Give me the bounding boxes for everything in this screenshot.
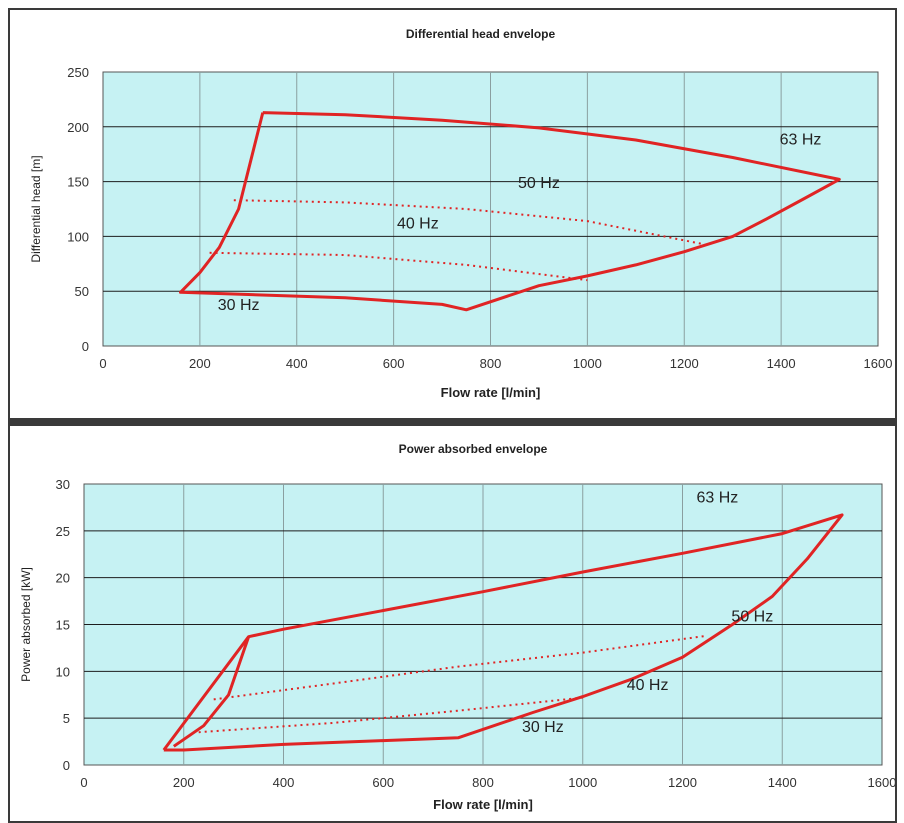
head-chart-group: 0 200 400 600 800 1000 1200 1400 1600 0 50 100 150 20… bbox=[29, 27, 892, 400]
power-x-tick-label: 1200 bbox=[668, 775, 697, 790]
head-x-tick-label: 800 bbox=[480, 356, 502, 371]
head-frequency-label: 40 Hz bbox=[397, 216, 439, 233]
power-x-tick-label: 1600 bbox=[868, 775, 897, 790]
head-x-tick-label: 1600 bbox=[864, 356, 893, 371]
power-x-tick-label: 400 bbox=[273, 775, 295, 790]
power-frequency-label: 30 Hz bbox=[522, 719, 564, 736]
power-y-tick-label: 20 bbox=[56, 571, 70, 586]
power-y-tick-label: 5 bbox=[63, 711, 70, 726]
power-frequency-label: 50 Hz bbox=[731, 609, 773, 626]
top-panel-frame bbox=[8, 8, 897, 420]
head-y-tick-label: 100 bbox=[67, 229, 89, 244]
power-chart-group: 0 200 400 600 800 1000 1200 1400 1600 0 5 10 15 20 25 3… bbox=[19, 442, 896, 812]
head-y-tick-label: 200 bbox=[67, 120, 89, 135]
head-x-tick-label: 1000 bbox=[573, 356, 602, 371]
head-dotted-curve-2 bbox=[209, 251, 588, 282]
power-envelope-line-0 bbox=[162, 513, 844, 752]
head-frequency-label: 30 Hz bbox=[218, 297, 260, 314]
head-x-tick-label: 200 bbox=[189, 356, 211, 371]
head-frequency-label: 50 Hz bbox=[518, 175, 560, 192]
power-frequency-label: 63 Hz bbox=[697, 490, 739, 507]
bottom-panel-frame bbox=[8, 424, 897, 823]
power-y-tick-label: 30 bbox=[56, 477, 70, 492]
head-x-axis-label: Flow rate [l/min] bbox=[441, 385, 541, 400]
power-x-tick-label: 200 bbox=[173, 775, 195, 790]
power-x-tick-label: 1400 bbox=[768, 775, 797, 790]
power-x-tick-label: 0 bbox=[80, 775, 87, 790]
power-x-tick-label: 1000 bbox=[568, 775, 597, 790]
head-envelope-line-0 bbox=[179, 111, 841, 312]
power-chart-title: Power absorbed envelope bbox=[399, 442, 548, 456]
head-x-tick-label: 0 bbox=[99, 356, 106, 371]
power-envelope-line-3 bbox=[172, 636, 251, 748]
power-frequency-label: 40 Hz bbox=[627, 677, 669, 694]
power-y-tick-label: 0 bbox=[63, 758, 70, 773]
power-y-tick-label: 15 bbox=[56, 618, 70, 633]
head-y-tick-label: 0 bbox=[82, 339, 89, 354]
panel-divider bbox=[8, 420, 897, 424]
power-dotted-curve-2 bbox=[198, 696, 583, 734]
power-y-tick-label: 10 bbox=[56, 664, 70, 679]
power-x-tick-label: 800 bbox=[472, 775, 494, 790]
head-y-tick-label: 150 bbox=[67, 175, 89, 190]
head-frequency-label: 63 Hz bbox=[780, 131, 822, 148]
power-y-axis-label: Power absorbed [kW] bbox=[19, 567, 33, 682]
head-chart-title: Differential head envelope bbox=[406, 27, 556, 41]
head-x-tick-label: 600 bbox=[383, 356, 405, 371]
head-x-tick-label: 1400 bbox=[767, 356, 796, 371]
power-x-tick-label: 600 bbox=[372, 775, 394, 790]
power-y-tick-label: 25 bbox=[56, 524, 70, 539]
head-x-tick-label: 400 bbox=[286, 356, 308, 371]
power-x-axis-label: Flow rate [l/min] bbox=[433, 797, 533, 812]
head-y-axis-label: Differential head [m] bbox=[29, 155, 43, 262]
head-y-tick-label: 250 bbox=[67, 65, 89, 80]
head-y-tick-label: 50 bbox=[75, 284, 89, 299]
power-dotted-curve-1 bbox=[213, 634, 708, 701]
head-x-tick-label: 1200 bbox=[670, 356, 699, 371]
